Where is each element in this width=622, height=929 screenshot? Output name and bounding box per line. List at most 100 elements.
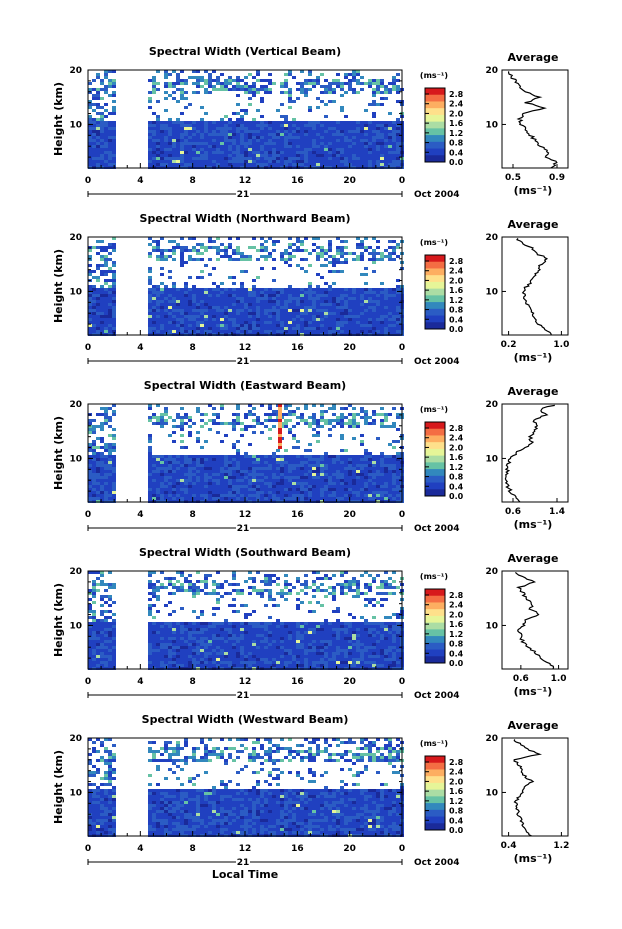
heatmap-cell bbox=[384, 476, 388, 479]
heatmap-cell bbox=[272, 300, 276, 303]
heatmap-cell bbox=[352, 407, 356, 410]
heatmap-cell bbox=[168, 306, 172, 309]
heatmap-cell bbox=[284, 154, 288, 157]
x-tick-label: 16 bbox=[291, 176, 304, 186]
heatmap-cell bbox=[244, 485, 248, 488]
heatmap-cell bbox=[100, 330, 104, 333]
heatmap-cell bbox=[384, 151, 388, 154]
heatmap-cell bbox=[152, 571, 156, 574]
heatmap-cell bbox=[244, 312, 248, 315]
heatmap-cell bbox=[180, 488, 184, 491]
heatmap-cell bbox=[296, 163, 300, 166]
heatmap-cell bbox=[224, 121, 228, 124]
heatmap-cell bbox=[304, 407, 308, 410]
heatmap-cell bbox=[284, 300, 288, 303]
heatmap-cell bbox=[392, 133, 396, 136]
heatmap-cell bbox=[368, 157, 372, 160]
heatmap-cell bbox=[92, 327, 96, 330]
heatmap-cell bbox=[328, 142, 332, 145]
heatmap-cell bbox=[312, 491, 316, 494]
heatmap-cell bbox=[300, 240, 304, 243]
heatmap-cell bbox=[184, 461, 188, 464]
heatmap-cell bbox=[204, 249, 208, 252]
heatmap-cell bbox=[272, 157, 276, 160]
heatmap-cell bbox=[284, 118, 288, 121]
heatmap-cell bbox=[200, 303, 204, 306]
heatmap-cell bbox=[248, 151, 252, 154]
heatmap-cell bbox=[244, 452, 248, 455]
heatmap-cell bbox=[192, 491, 196, 494]
heatmap-cell bbox=[168, 133, 172, 136]
heatmap-cell bbox=[272, 249, 276, 252]
heatmap-cell bbox=[164, 297, 168, 300]
heatmap-cell bbox=[360, 82, 364, 85]
avg-x-tick-label: 0.9 bbox=[549, 173, 565, 183]
heatmap-cell bbox=[108, 288, 112, 291]
heatmap-cell bbox=[392, 249, 396, 252]
heatmap-cell bbox=[200, 464, 204, 467]
heatmap-cell bbox=[244, 121, 248, 124]
heatmap-cell bbox=[96, 461, 100, 464]
heatmap-cell bbox=[212, 240, 216, 243]
colorbar-tick-label: 2.8 bbox=[449, 424, 464, 433]
heatmap-cell bbox=[228, 330, 232, 333]
heatmap-cell bbox=[360, 312, 364, 315]
heatmap-cell bbox=[296, 82, 300, 85]
heatmap-cell bbox=[176, 142, 180, 145]
heatmap-cell bbox=[336, 306, 340, 309]
heatmap-cell bbox=[176, 294, 180, 297]
heatmap-cell bbox=[328, 485, 332, 488]
heatmap-cell bbox=[320, 425, 324, 428]
heatmap-cell bbox=[332, 404, 336, 407]
heatmap-cell bbox=[100, 464, 104, 467]
heatmap-cell bbox=[164, 163, 168, 166]
heatmap-cell bbox=[204, 473, 208, 476]
heatmap-cell bbox=[396, 163, 400, 166]
heatmap-cell bbox=[252, 160, 256, 163]
heatmap-cell bbox=[376, 461, 380, 464]
heatmap-cell bbox=[340, 324, 344, 327]
heatmap-cell bbox=[344, 571, 348, 574]
heatmap-cell bbox=[176, 571, 180, 574]
heatmap-cell bbox=[396, 482, 400, 485]
heatmap-cell bbox=[336, 85, 340, 88]
heatmap-cell bbox=[372, 580, 376, 583]
heatmap-cell bbox=[396, 428, 400, 431]
heatmap-cell bbox=[168, 73, 172, 76]
heatmap-cell bbox=[232, 148, 236, 151]
heatmap-cell bbox=[168, 461, 172, 464]
heatmap-cell bbox=[284, 497, 288, 500]
heatmap-cell bbox=[360, 327, 364, 330]
heatmap-cell bbox=[300, 243, 304, 246]
heatmap-cell bbox=[320, 419, 324, 422]
heatmap-cell bbox=[336, 127, 340, 130]
colorbar-tick-label: 0.4 bbox=[449, 315, 464, 324]
heatmap-cell bbox=[372, 261, 376, 264]
heatmap-cell bbox=[112, 264, 116, 267]
heatmap-cell bbox=[364, 82, 368, 85]
heatmap-cell bbox=[312, 434, 316, 437]
heatmap-cell bbox=[268, 461, 272, 464]
heatmap-cell bbox=[204, 145, 208, 148]
heatmap-cell bbox=[300, 318, 304, 321]
heatmap-cell bbox=[284, 425, 288, 428]
heatmap-cell bbox=[288, 318, 292, 321]
heatmap-cell bbox=[304, 485, 308, 488]
heatmap-cell bbox=[368, 312, 372, 315]
heatmap-cell bbox=[256, 294, 260, 297]
heatmap-cell bbox=[352, 73, 356, 76]
heatmap-cell bbox=[356, 583, 360, 586]
heatmap-cell bbox=[316, 148, 320, 151]
heatmap-cell bbox=[264, 249, 268, 252]
heatmap-cell bbox=[184, 467, 188, 470]
heatmap-cell bbox=[372, 154, 376, 157]
heatmap-cell bbox=[300, 464, 304, 467]
heatmap-cell bbox=[300, 485, 304, 488]
heatmap-cell bbox=[100, 497, 104, 500]
heatmap-cell bbox=[376, 297, 380, 300]
colorbar-swatch bbox=[425, 135, 445, 143]
heatmap-cell bbox=[340, 291, 344, 294]
heatmap-cell bbox=[108, 419, 112, 422]
heatmap-cell bbox=[192, 288, 196, 291]
heatmap-cell bbox=[168, 157, 172, 160]
